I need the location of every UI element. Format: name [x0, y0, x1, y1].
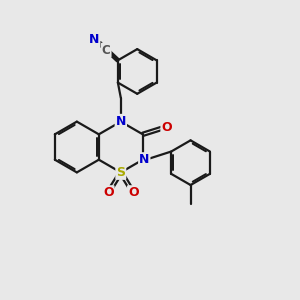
Text: O: O	[161, 121, 172, 134]
Text: N: N	[139, 153, 149, 166]
Text: N: N	[116, 115, 126, 128]
Text: S: S	[116, 166, 125, 179]
Text: O: O	[103, 186, 114, 199]
Text: N: N	[89, 34, 100, 46]
Text: O: O	[128, 186, 139, 199]
Text: C: C	[102, 44, 111, 57]
